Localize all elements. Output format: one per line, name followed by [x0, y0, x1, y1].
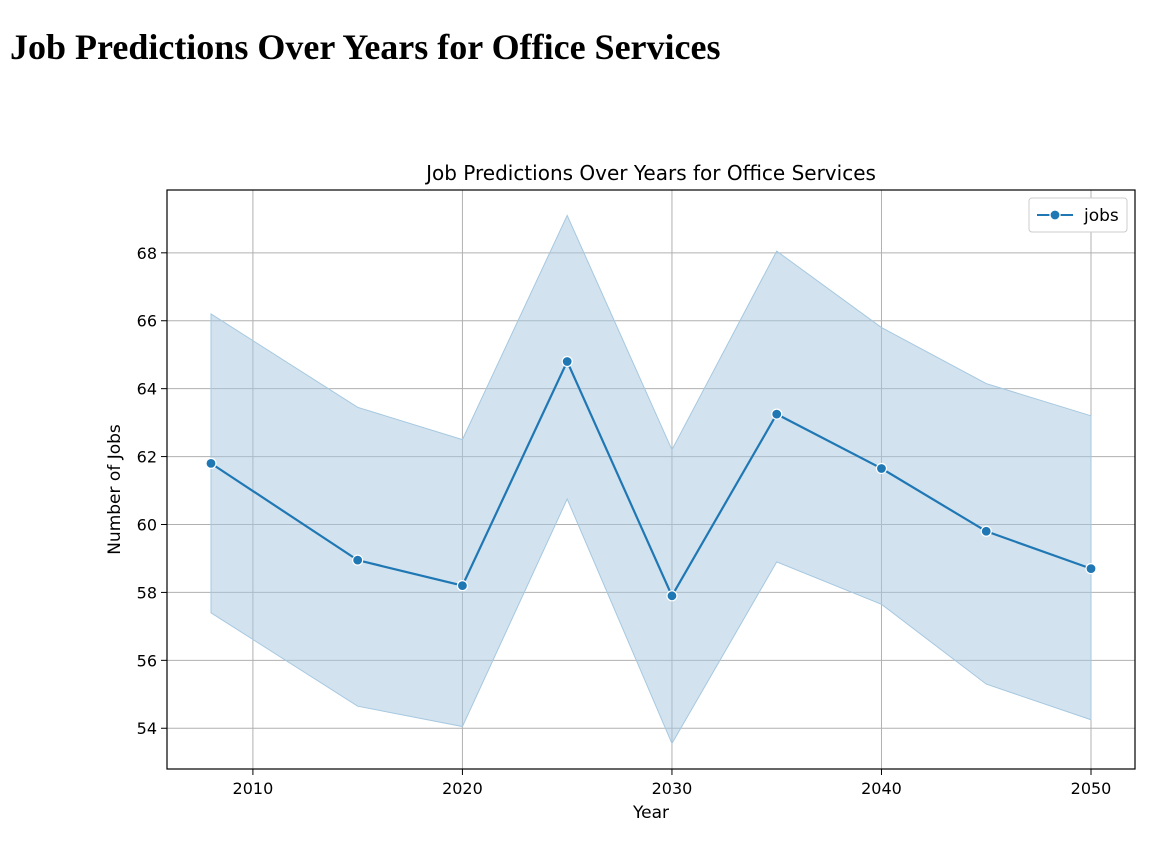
y-tick-label-58: 58: [137, 583, 157, 602]
y-tick-label-54: 54: [137, 719, 157, 738]
y-tick-label-62: 62: [137, 448, 157, 467]
data-point-jobs-2025: [561, 355, 573, 368]
y-tick-label-56: 56: [137, 651, 157, 670]
confidence-band-layer: [210, 214, 1092, 745]
x-tick-label-2030: 2030: [652, 779, 693, 798]
y-tick-label-66: 66: [137, 312, 157, 331]
x-tick-label-2040: 2040: [861, 779, 902, 798]
data-point-jobs-2020: [456, 580, 469, 592]
data-point-jobs-2045: [980, 525, 992, 537]
data-point-jobs-2035: [771, 408, 783, 420]
chart-title: Job Predictions Over Years for Office Se…: [424, 161, 876, 185]
x-tick-label-2010: 2010: [233, 779, 274, 798]
data-point-jobs-2040: [875, 462, 888, 475]
legend-box: [1028, 197, 1128, 233]
y-tick-label-60: 60: [137, 515, 157, 534]
series-marker-layer: [205, 355, 1097, 602]
y-axis-label: Number of Jobs: [105, 424, 125, 555]
legend-label-jobs: jobs: [1083, 206, 1119, 226]
x-tick-label-2050: 2050: [1071, 779, 1112, 798]
data-point-jobs-2008: [205, 457, 217, 469]
y-tick-label-68: 68: [137, 244, 157, 263]
page-heading: Job Predictions Over Years for Office Se…: [10, 27, 721, 67]
legend-marker-swatch: [1049, 209, 1061, 221]
x-axis-label: Year: [632, 803, 669, 823]
data-point-jobs-2015: [352, 554, 364, 566]
confidence-band-jobs: [210, 214, 1092, 745]
data-point-jobs-2030: [666, 590, 678, 602]
data-point-jobs-2050: [1085, 563, 1097, 575]
axes-frame: [166, 189, 1136, 770]
x-tick-label-2020: 2020: [442, 779, 483, 798]
tick-layer: 2010 2020 2030 2040 2050 54 56 58 60 62 64 66 68: [137, 244, 1112, 798]
y-tick-label-64: 64: [137, 380, 157, 399]
legend: jobs: [1028, 197, 1128, 233]
